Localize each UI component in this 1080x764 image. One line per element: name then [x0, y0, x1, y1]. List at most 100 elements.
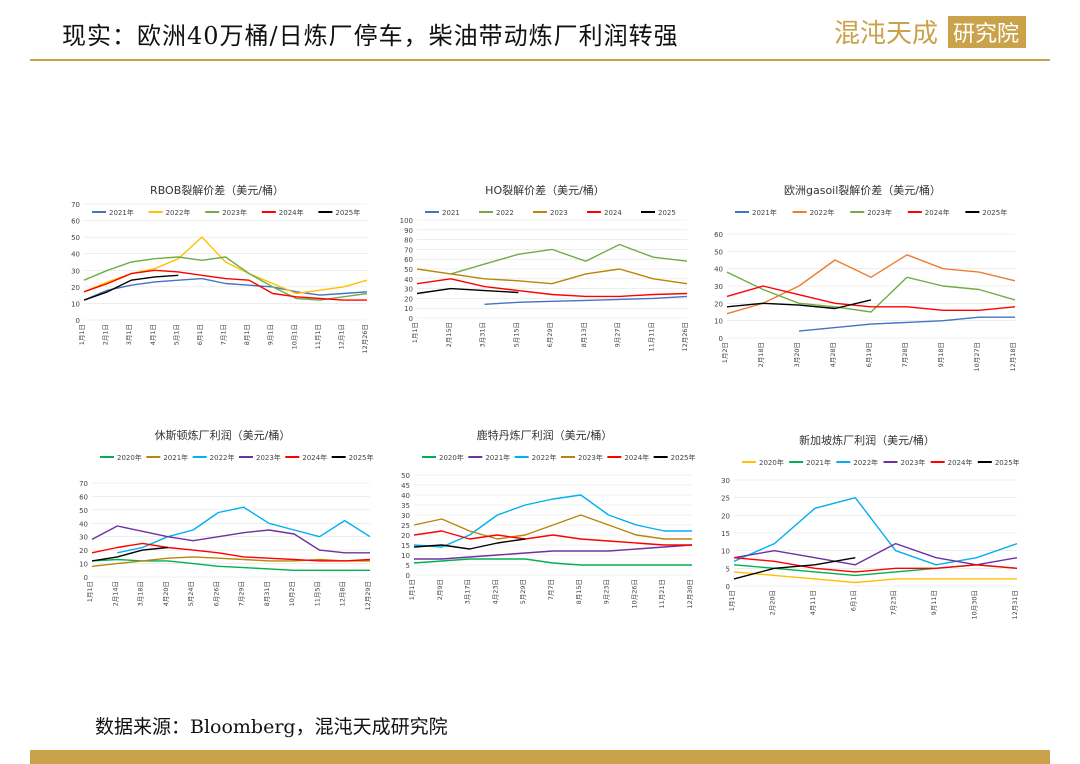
legend-label: 2021: [442, 209, 460, 217]
y-tick-label: 30: [714, 283, 723, 291]
series-line: [733, 557, 1018, 573]
y-tick-label: 70: [404, 246, 413, 254]
chart-gasoil-crack: 欧洲gasoil裂解价差（美元/桶） 2021年 2022年 2023年 2024年 20…: [714, 183, 1017, 372]
logo: 混沌天成 研究院: [834, 16, 1026, 49]
y-tick-label: 0: [84, 574, 88, 582]
legend-label: 2021年: [806, 458, 831, 467]
chart-title: HO裂解价差（美元/桶）: [485, 183, 605, 197]
x-tick-label: 8月31日: [263, 581, 271, 606]
series-line: [733, 542, 1018, 566]
x-tick-label: 4月28日: [829, 342, 837, 367]
y-tick-label: 10: [79, 561, 88, 569]
series-line: [91, 556, 370, 567]
y-tick-label: 10: [404, 305, 413, 313]
x-tick-label: 10月2日: [288, 581, 296, 606]
legend-label: 2025年: [671, 453, 696, 462]
x-tick-label: 1月1日: [78, 324, 86, 345]
legend-label: 2023年: [901, 458, 926, 467]
y-tick-label: 60: [404, 256, 413, 264]
y-tick-label: 10: [71, 300, 80, 308]
legend-label: 2020年: [439, 453, 464, 462]
legend-label: 2024: [604, 209, 622, 217]
y-tick-label: 35: [401, 502, 410, 510]
legend-label: 2022年: [210, 453, 235, 462]
x-tick-label: 4月1日: [149, 324, 157, 345]
y-tick-label: 90: [404, 227, 413, 235]
y-tick-label: 60: [71, 218, 80, 226]
y-tick-label: 15: [401, 542, 410, 550]
y-tick-label: 5: [406, 562, 410, 570]
y-tick-label: 0: [409, 315, 413, 323]
series-line: [83, 269, 367, 301]
x-tick-label: 11月11日: [647, 322, 655, 352]
x-tick-label: 11月5日: [313, 581, 321, 606]
x-tick-label: 11月21日: [658, 579, 666, 609]
legend-label: 2022年: [532, 453, 557, 462]
y-tick-label: 20: [714, 300, 723, 308]
y-tick-label: 20: [404, 295, 413, 303]
y-tick-label: 30: [79, 534, 88, 542]
legend-label: 2021年: [163, 453, 188, 462]
x-tick-label: 2月14日: [111, 581, 119, 606]
legend-label: 2021年: [485, 453, 510, 462]
x-tick-label: 4月11日: [809, 590, 817, 615]
x-tick-label: 5月29日: [519, 579, 527, 604]
footer-bar: [30, 750, 1050, 764]
x-tick-label: 12月30日: [686, 579, 694, 609]
series-line: [91, 546, 168, 562]
legend-label: 2020年: [117, 453, 142, 462]
x-tick-label: 9月11日: [930, 590, 938, 615]
x-tick-label: 9月18日: [937, 342, 945, 367]
x-tick-label: 12月29日: [364, 581, 372, 611]
y-tick-label: 0: [726, 583, 730, 591]
legend-label: 2021年: [109, 208, 134, 217]
series-line: [726, 271, 1016, 313]
y-tick-label: 50: [71, 234, 80, 242]
legend-label: 2020年: [759, 458, 784, 467]
x-tick-label: 3月20日: [793, 342, 801, 367]
x-tick-label: 1月1日: [728, 590, 736, 611]
x-tick-label: 6月26日: [212, 581, 220, 606]
legend-label: 2025年: [995, 458, 1020, 467]
y-tick-label: 70: [79, 480, 88, 488]
x-tick-label: 7月28日: [901, 342, 909, 367]
x-tick-label: 6月19日: [865, 342, 873, 367]
y-tick-label: 0: [76, 317, 80, 325]
y-tick-label: 80: [404, 237, 413, 245]
x-tick-label: 7月29日: [238, 581, 246, 606]
y-tick-label: 40: [714, 266, 723, 274]
y-tick-label: 0: [406, 572, 410, 580]
legend-label: 2023年: [578, 453, 603, 462]
x-tick-label: 2月15日: [445, 322, 453, 347]
y-tick-label: 20: [79, 547, 88, 555]
y-tick-label: 10: [401, 552, 410, 560]
x-tick-label: 1月1日: [86, 581, 94, 602]
legend-label: 2022年: [166, 208, 191, 217]
x-tick-label: 12月26日: [361, 324, 369, 354]
legend-label: 2022年: [810, 208, 835, 217]
series-line: [83, 277, 368, 301]
y-tick-label: 40: [401, 492, 410, 500]
chart-title: 鹿特丹炼厂利润（美元/桶）: [477, 428, 613, 442]
legend-label: 2024年: [279, 208, 304, 217]
y-tick-label: 40: [79, 520, 88, 528]
y-tick-label: 20: [71, 284, 80, 292]
x-tick-label: 2月20日: [768, 590, 776, 615]
series-line: [413, 530, 692, 546]
x-tick-label: 3月17日: [464, 579, 472, 604]
x-tick-label: 1月2日: [721, 342, 729, 363]
legend-label: 2022: [496, 209, 514, 217]
legend-label: 2023年: [222, 208, 247, 217]
series-line: [484, 295, 688, 305]
y-tick-label: 0: [719, 335, 723, 343]
series-line: [91, 542, 371, 562]
x-tick-label: 1月1日: [408, 579, 416, 600]
y-tick-label: 30: [401, 512, 410, 520]
legend-label: 2024年: [302, 453, 327, 462]
legend-label: 2023年: [256, 453, 281, 462]
series-line: [83, 236, 368, 295]
y-tick-label: 30: [71, 267, 80, 275]
y-tick-label: 30: [404, 286, 413, 294]
x-tick-label: 12月8日: [339, 581, 347, 606]
legend-label: 2023年: [867, 208, 892, 217]
